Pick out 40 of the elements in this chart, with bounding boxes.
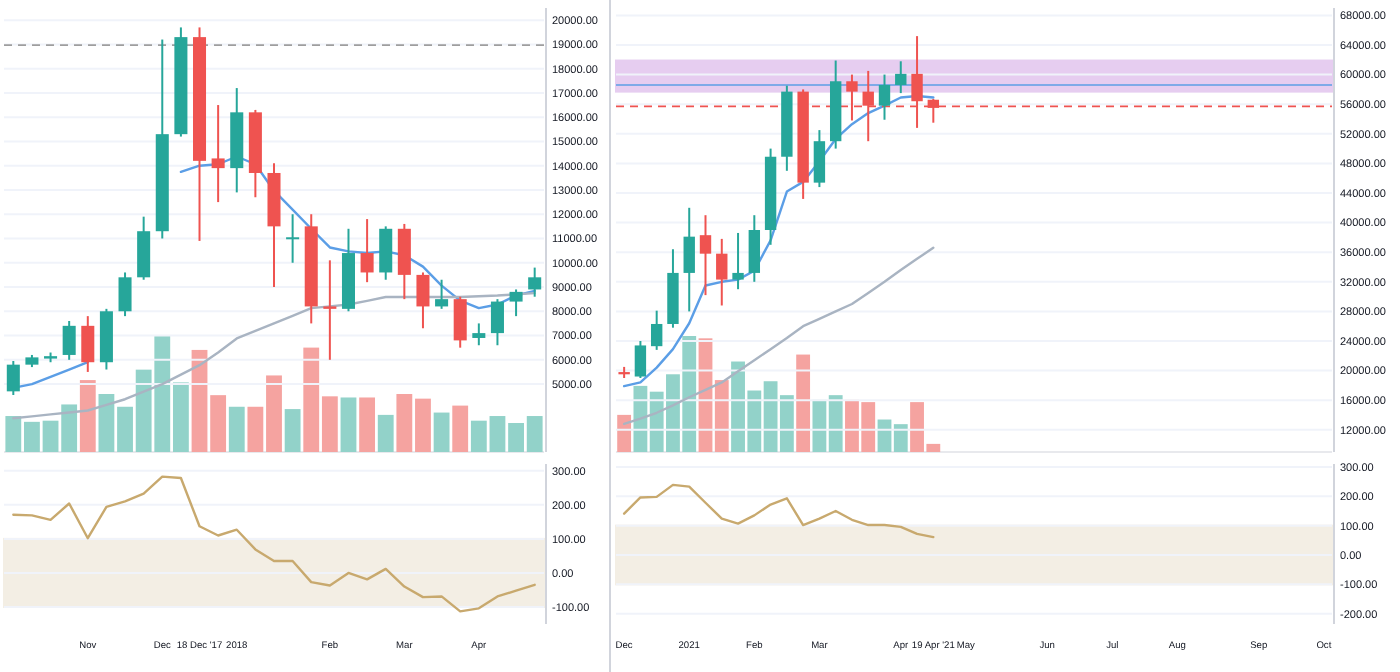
candlestick bbox=[748, 214, 761, 283]
candlestick bbox=[453, 295, 467, 349]
candlestick bbox=[895, 60, 907, 95]
bar bbox=[340, 397, 357, 452]
candlestick bbox=[118, 271, 132, 318]
line-series bbox=[622, 483, 935, 539]
candlestick bbox=[509, 288, 523, 318]
candlestick bbox=[397, 222, 411, 301]
bar bbox=[359, 397, 376, 452]
bar bbox=[433, 412, 450, 452]
candlestick bbox=[813, 129, 826, 189]
candlestick bbox=[62, 319, 76, 361]
candlestick bbox=[137, 215, 151, 281]
candlestick bbox=[286, 213, 300, 264]
candlestick bbox=[472, 322, 486, 347]
candlestick bbox=[528, 266, 542, 298]
candlestick bbox=[435, 278, 449, 310]
candlestick bbox=[716, 237, 728, 307]
bar bbox=[284, 409, 301, 452]
candlestick bbox=[6, 360, 20, 396]
bar bbox=[79, 380, 96, 452]
candlestick bbox=[360, 218, 374, 284]
candlestick bbox=[323, 259, 337, 361]
bar bbox=[377, 414, 394, 452]
candlestick bbox=[683, 206, 695, 313]
candlestick bbox=[634, 340, 647, 379]
bar bbox=[617, 414, 632, 452]
candlestick bbox=[732, 231, 744, 291]
candlestick bbox=[490, 298, 504, 347]
candlestick bbox=[650, 309, 663, 351]
bar bbox=[796, 354, 811, 452]
candlestick bbox=[211, 104, 225, 204]
candlestick bbox=[878, 73, 891, 121]
line-series bbox=[12, 475, 536, 613]
candlestick bbox=[699, 214, 712, 297]
candlestick bbox=[416, 271, 430, 330]
candlestick bbox=[379, 225, 393, 281]
bar bbox=[452, 405, 469, 452]
bar bbox=[228, 406, 245, 452]
candlestick bbox=[81, 315, 95, 373]
